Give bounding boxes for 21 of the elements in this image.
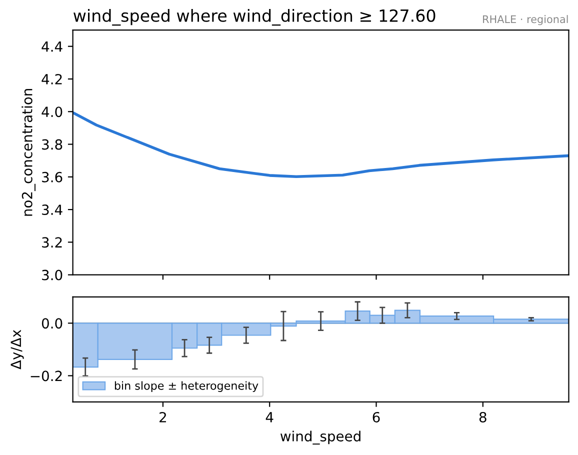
x-tick-label: 6 [372, 412, 380, 422]
y-tick-label: 3.4 [42, 204, 62, 216]
x-axis-title: wind_speed [280, 430, 360, 445]
legend-label: bin slope ± heterogeneity [114, 381, 258, 392]
y-tick-label: 3.8 [42, 139, 62, 150]
x-tick-label: 2 [160, 412, 166, 422]
text: RHALE · regional [483, 15, 568, 26]
y-tick-label: 3.2 [42, 237, 62, 248]
y-tick-label: 3.6 [42, 172, 62, 182]
x-tick-label: 8 [479, 412, 486, 422]
y-tick-label: −0.2 [30, 370, 62, 382]
x-tick-label: 4 [266, 412, 274, 422]
y-tick-label: 3.0 [42, 270, 62, 280]
y-axis-title: Δy/Δx [10, 330, 24, 370]
chart-title: wind_speed where wind_direction ≥ 127.60 [74, 9, 436, 26]
y-tick-label: 4.2 [42, 74, 62, 84]
y-axis-title: no2_concentration [22, 88, 36, 216]
line-series [72, 111, 569, 178]
y-tick-label: 0.0 [42, 318, 62, 329]
y-tick-label: 4.4 [42, 42, 62, 52]
y-tick-label: 4.0 [42, 106, 62, 118]
